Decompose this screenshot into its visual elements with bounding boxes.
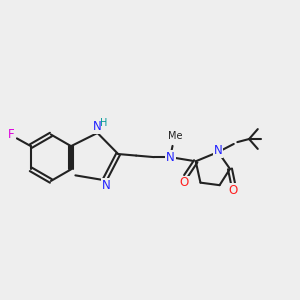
- Text: N: N: [214, 144, 223, 157]
- Text: N: N: [166, 151, 175, 164]
- Text: Me: Me: [168, 131, 182, 141]
- Text: O: O: [228, 184, 238, 197]
- Text: H: H: [100, 118, 107, 128]
- Text: N: N: [93, 120, 102, 133]
- Text: O: O: [180, 176, 189, 190]
- Text: N: N: [102, 179, 110, 192]
- Text: F: F: [8, 128, 15, 141]
